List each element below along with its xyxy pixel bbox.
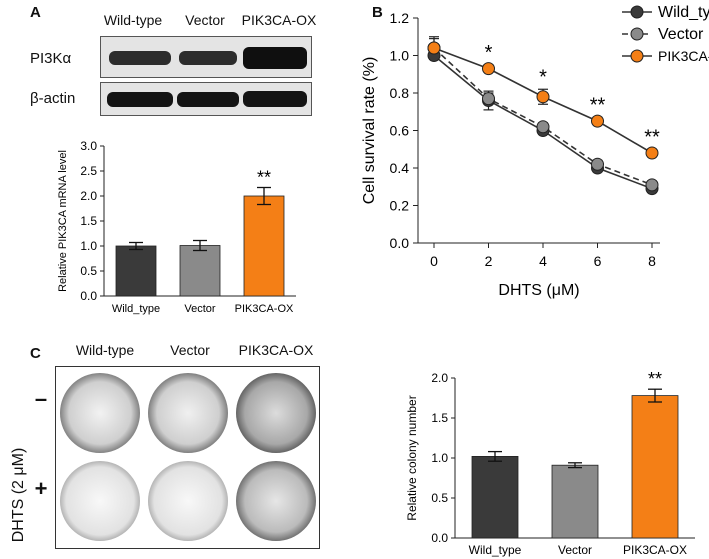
legend-marker [630, 27, 644, 41]
x-tick-label: Wild_type [469, 543, 522, 557]
x-tick-label: 2 [485, 253, 493, 269]
y-tick-label: 2.5 [80, 164, 97, 178]
y-tick-label: 0.8 [390, 85, 410, 101]
y-tick-label: 0.0 [390, 235, 410, 251]
colony-plate [236, 461, 316, 541]
significance-marker: * [539, 66, 547, 88]
y-tick-label: 0.0 [80, 289, 97, 303]
y-tick-label: 2.0 [431, 371, 448, 385]
data-point [482, 62, 495, 76]
y-axis-label: Relative colony number [405, 395, 419, 520]
bar [631, 395, 679, 539]
colony-plate [60, 373, 140, 453]
blot-band [179, 51, 237, 65]
y-tick-label: 1.0 [80, 239, 97, 253]
lane-label-wild-type: Wild-type [103, 12, 163, 28]
blot-label-pi3k: PI3Kα [30, 50, 72, 67]
column-label-vector: Vector [170, 342, 210, 358]
blot-band [109, 51, 171, 65]
x-tick-label: Vector [558, 543, 592, 557]
data-point [427, 41, 441, 55]
mrna-bar-chart: 0.0 0.5 1.0 1.5 2.0 2.5 3.0 Wild_type Vector PIK3… [57, 139, 296, 315]
x-tick-label: PIK3CA-OX [235, 303, 294, 315]
x-tick-label: Wild_type [112, 303, 160, 315]
legend-label: PIK3CA-OX [658, 48, 709, 64]
dhts-label: DHTS (2 μM) [10, 447, 27, 543]
data-point [645, 146, 659, 160]
y-tick-label: 1.2 [390, 10, 410, 26]
x-tick-label: Vector [184, 303, 216, 315]
blot-label-beta-actin: β-actin [30, 90, 76, 107]
data-point [591, 114, 604, 128]
western-blot-pi3k [100, 36, 312, 78]
data-point [536, 120, 550, 134]
y-tick-label: 1.0 [431, 451, 448, 465]
blot-band [177, 92, 239, 107]
data-point [536, 90, 550, 104]
data-point [591, 157, 604, 171]
x-tick-label: 8 [648, 253, 656, 269]
western-blot-beta-actin [100, 82, 312, 116]
treatment-side-label: DHTS (2 μM) [4, 440, 34, 550]
panel-b-letter: B [372, 4, 383, 21]
y-tick-label: 0.5 [80, 264, 97, 278]
bar [115, 245, 157, 297]
lane-label-vector: Vector [185, 12, 225, 28]
y-tick-label: 0.0 [431, 531, 448, 545]
column-label-pik3ca-ox: PIK3CA-OX [238, 342, 314, 358]
colony-plate [148, 373, 228, 453]
blot-band [107, 92, 173, 107]
panel-c-letter: C [30, 345, 41, 362]
survival-line-chart: 0.0 0.2 0.4 0.6 0.8 1.0 1.2 0 2 4 6 8 DHTS (μM) Cell … [361, 4, 709, 299]
significance-marker: * [485, 42, 493, 64]
legend-marker [630, 5, 644, 19]
blot-band [243, 91, 307, 107]
y-tick-label: 0.6 [390, 123, 410, 139]
data-point [645, 178, 659, 192]
significance-marker: ** [590, 94, 606, 116]
x-tick-label: 0 [430, 253, 438, 269]
x-tick-label: 4 [539, 253, 547, 269]
colony-plate [236, 373, 316, 453]
x-tick-label: 6 [594, 253, 602, 269]
bar [243, 195, 285, 297]
significance-marker: ** [644, 126, 660, 148]
y-tick-label: 0.4 [390, 160, 410, 176]
bar [551, 464, 599, 539]
lane-label-pik3ca-ox: PIK3CA-OX [241, 12, 317, 28]
y-tick-label: 1.0 [390, 48, 410, 64]
panel-a-letter: A [30, 4, 41, 21]
blot-band [243, 47, 307, 69]
x-tick-label: PIK3CA-OX [623, 543, 687, 557]
legend-marker [630, 49, 644, 63]
row-label-untreated: – [34, 386, 48, 411]
x-axis-label: DHTS (μM) [498, 282, 579, 299]
y-tick-label: 2.0 [80, 189, 97, 203]
y-tick-label: 1.5 [80, 214, 97, 228]
legend-label: Wild_type [658, 4, 709, 21]
colony-plate [148, 461, 228, 541]
colony-plates-image [55, 366, 320, 549]
significance-marker: ** [257, 168, 271, 188]
bar [179, 245, 221, 297]
bar [471, 456, 519, 539]
y-axis-label: Cell survival rate (%) [361, 57, 378, 205]
significance-marker: ** [648, 369, 662, 389]
y-tick-label: 0.5 [431, 491, 448, 505]
data-point [482, 92, 495, 106]
colony-plate [60, 461, 140, 541]
colony-bar-chart: 0.0 0.5 1.0 1.5 2.0 Wild_type Vector PIK3CA-OX *… [405, 369, 695, 557]
column-label-wild-type: Wild-type [75, 342, 135, 358]
y-tick-label: 3.0 [80, 139, 97, 153]
y-tick-label: 0.2 [390, 198, 410, 214]
row-label-treated: + [34, 476, 48, 501]
y-tick-label: 1.5 [431, 411, 448, 425]
y-axis-label: Relative PIK3CA mRNA level [57, 150, 69, 292]
legend-label: Vector [658, 26, 704, 43]
